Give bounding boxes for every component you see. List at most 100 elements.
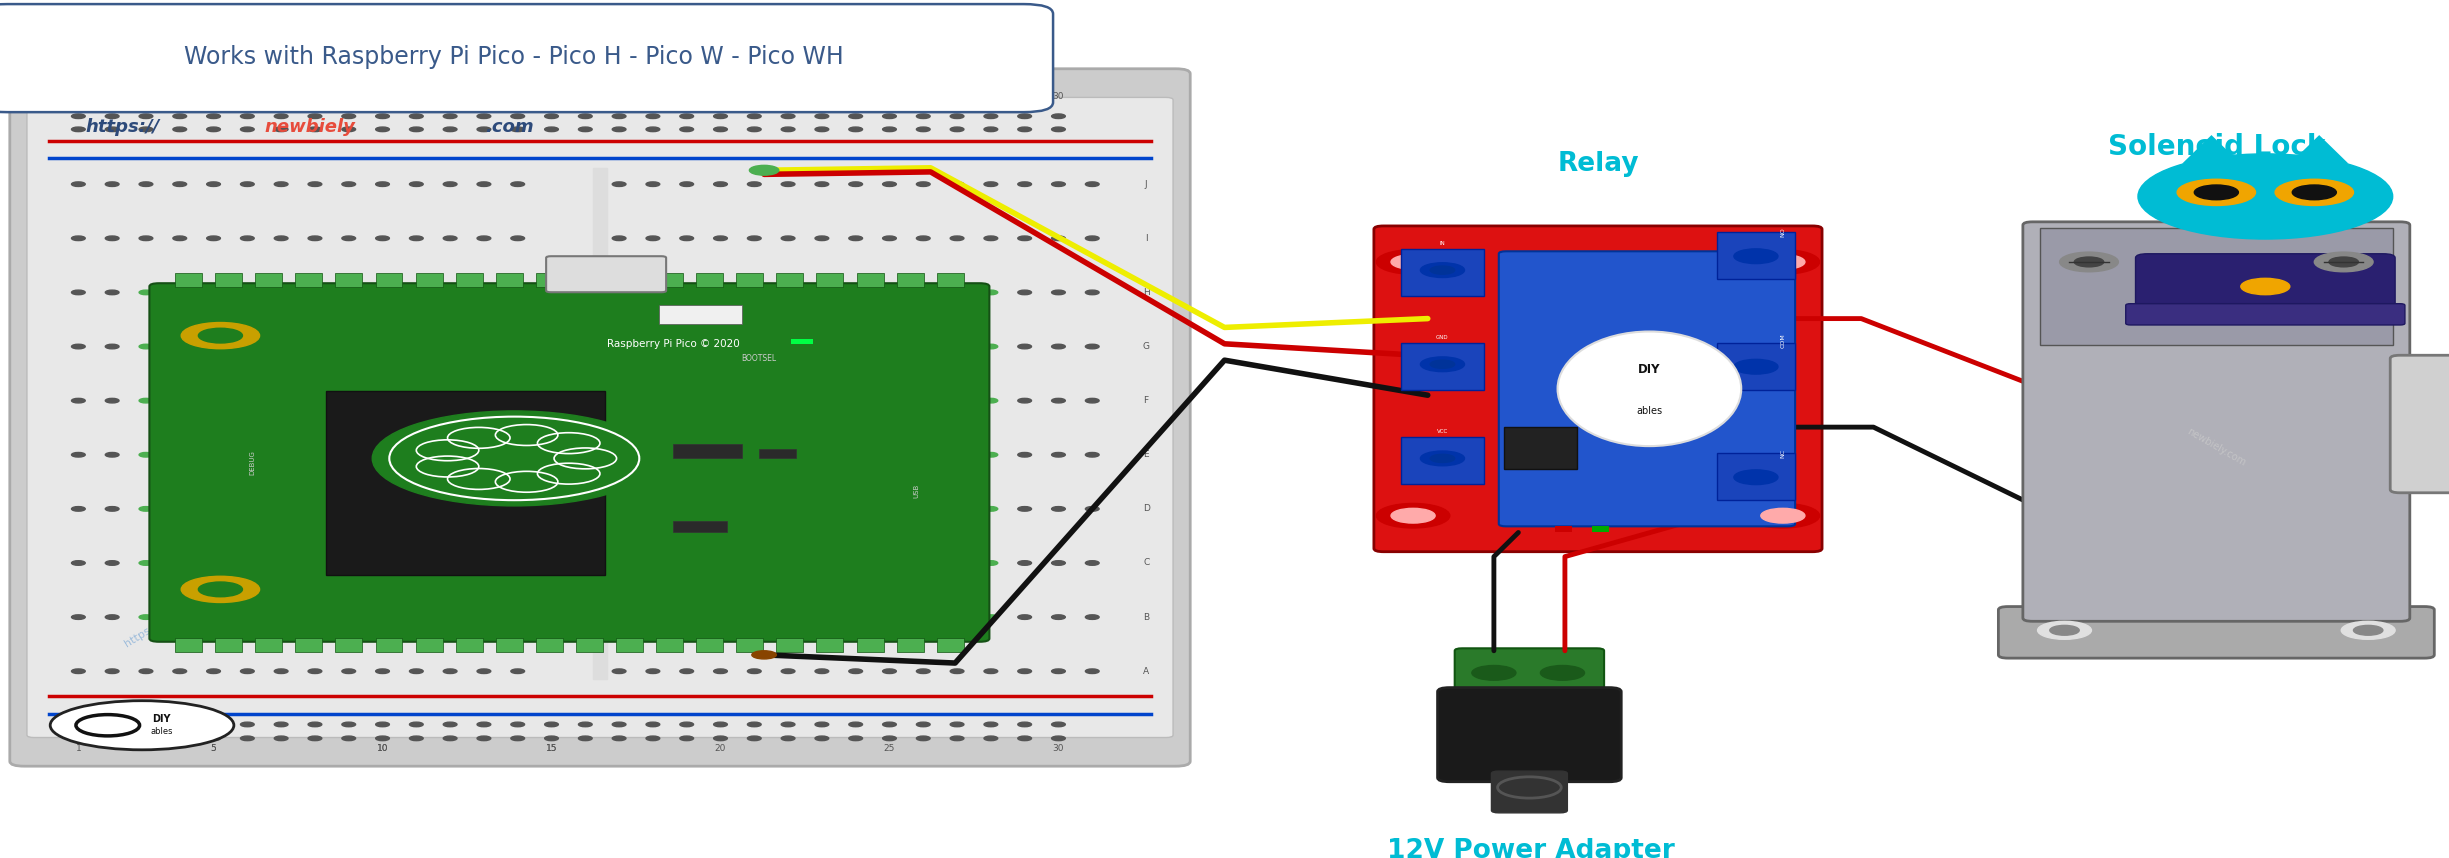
Circle shape [240,127,255,131]
FancyBboxPatch shape [1438,687,1621,782]
Circle shape [2314,252,2373,272]
Circle shape [372,411,656,506]
Circle shape [747,452,762,457]
Circle shape [206,344,220,349]
Circle shape [681,114,693,118]
Text: 25: 25 [884,744,896,752]
Circle shape [747,669,762,674]
Circle shape [612,736,627,740]
Circle shape [850,114,862,118]
Circle shape [274,561,289,565]
FancyBboxPatch shape [2390,355,2449,492]
Bar [296,637,323,652]
Circle shape [1085,344,1100,349]
Circle shape [140,127,152,131]
Text: NC: NC [1780,450,1785,458]
Circle shape [240,290,255,294]
Circle shape [984,290,997,294]
Circle shape [916,127,931,131]
Circle shape [274,669,289,674]
Text: NO: NO [1780,227,1785,238]
Circle shape [309,127,321,131]
Circle shape [781,452,796,457]
Circle shape [140,114,152,118]
Circle shape [781,182,796,186]
Circle shape [882,344,896,349]
Bar [938,637,965,652]
Circle shape [71,236,86,240]
Text: G: G [1144,342,1149,351]
Circle shape [198,329,242,343]
Circle shape [206,236,220,240]
Circle shape [198,582,242,597]
Bar [791,339,813,344]
Circle shape [206,452,220,457]
FancyBboxPatch shape [1491,771,1567,813]
Circle shape [443,344,458,349]
Circle shape [1734,470,1778,485]
Circle shape [1085,669,1100,674]
Circle shape [612,344,627,349]
Text: Relay: Relay [1558,151,1638,177]
Circle shape [850,669,862,674]
Text: ables: ables [1636,406,1663,416]
Circle shape [781,127,796,131]
Circle shape [343,561,355,565]
Circle shape [544,127,558,131]
Circle shape [174,506,186,511]
Bar [536,273,563,287]
Circle shape [206,736,220,740]
FancyBboxPatch shape [1998,607,2434,658]
Circle shape [512,290,524,294]
Circle shape [105,615,120,619]
Bar [896,273,923,287]
Text: Raspberry Pi Pico © 2020: Raspberry Pi Pico © 2020 [607,339,740,349]
Circle shape [140,561,152,565]
Text: BOOTSEL: BOOTSEL [742,354,776,363]
Circle shape [1761,255,1805,269]
Circle shape [375,398,389,403]
Circle shape [950,114,965,118]
Circle shape [681,344,693,349]
Circle shape [105,236,120,240]
Text: GND: GND [1435,335,1450,340]
Circle shape [105,114,120,118]
FancyBboxPatch shape [1401,437,1484,484]
Circle shape [140,736,152,740]
Circle shape [647,561,659,565]
Circle shape [916,506,931,511]
Circle shape [105,127,120,131]
Bar [536,637,563,652]
Circle shape [1472,666,1516,680]
Circle shape [1540,666,1585,680]
Circle shape [512,506,524,511]
Circle shape [309,236,321,240]
Circle shape [984,561,997,565]
FancyBboxPatch shape [1499,251,1795,526]
Circle shape [1376,250,1450,275]
Circle shape [950,506,965,511]
Circle shape [850,290,862,294]
Circle shape [850,736,862,740]
Circle shape [1051,669,1065,674]
Circle shape [984,669,997,674]
Circle shape [1085,506,1100,511]
Circle shape [713,182,727,186]
Text: B: B [1144,613,1149,621]
Circle shape [1746,250,1820,275]
Circle shape [478,127,490,131]
Circle shape [882,615,896,619]
Ellipse shape [51,701,235,750]
Circle shape [375,127,389,131]
Circle shape [443,182,458,186]
Circle shape [105,290,120,294]
Circle shape [612,398,627,403]
Circle shape [1019,236,1031,240]
Circle shape [816,615,828,619]
Circle shape [478,722,490,727]
Circle shape [1051,114,1065,118]
Circle shape [443,722,458,727]
Circle shape [375,615,389,619]
Circle shape [174,561,186,565]
Circle shape [747,722,762,727]
